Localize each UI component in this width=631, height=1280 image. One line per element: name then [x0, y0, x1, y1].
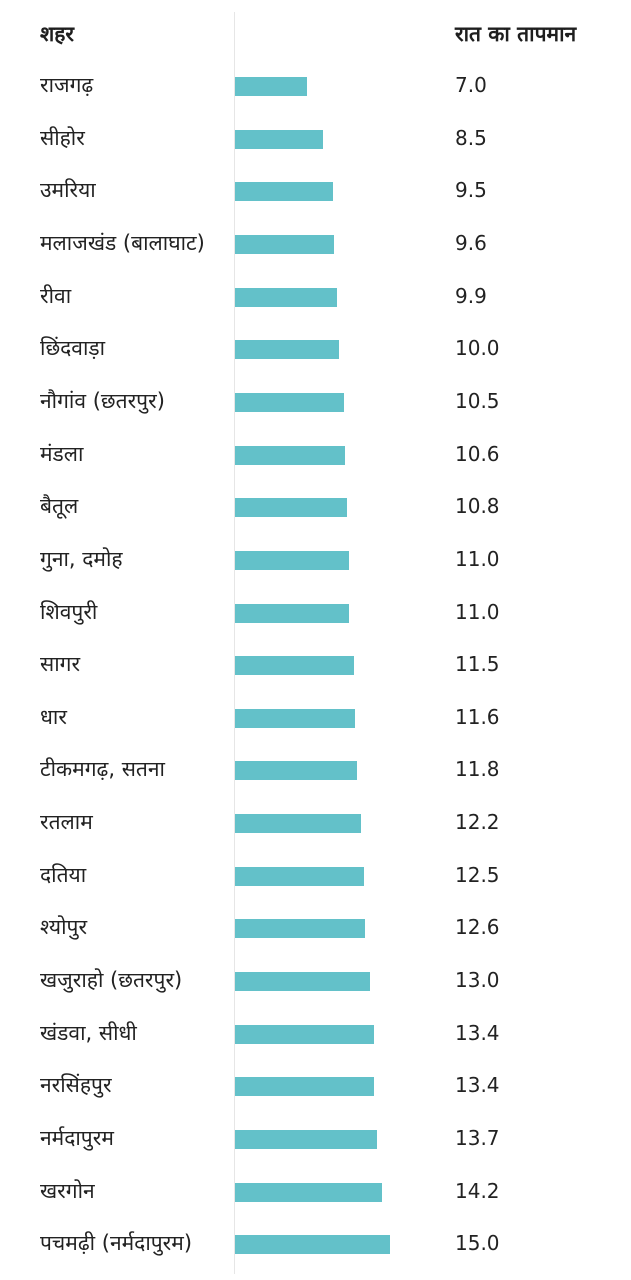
city-label: नौगांव (छतरपुर)	[40, 388, 165, 413]
temperature-value-label: 10.0	[455, 336, 500, 361]
city-label: सीहोर	[40, 125, 85, 150]
temperature-value-label: 11.0	[455, 546, 500, 571]
city-label: मंडला	[40, 441, 84, 466]
temperature-value-label: 12.2	[455, 810, 500, 835]
bar-row: नर्मदापुरम 13.7	[0, 1113, 631, 1165]
temperature-value-label: 8.5	[455, 125, 487, 150]
bar-row: रीवा 9.9	[0, 271, 631, 323]
temperature-bar	[235, 603, 349, 623]
city-label: खजुराहो (छतरपुर)	[40, 968, 183, 993]
column-divider	[234, 12, 235, 1274]
city-label: गुना, दमोह	[40, 546, 123, 571]
temperature-bar	[235, 919, 365, 939]
city-column-header: शहर	[40, 22, 75, 46]
bar-row: खजुराहो (छतरपुर) 13.0	[0, 955, 631, 1007]
temperature-bar	[235, 77, 307, 96]
city-label: पचमढ़ी (नर्मदापुरम)	[40, 1231, 193, 1256]
city-label: राजगढ़	[40, 73, 94, 97]
bar-row: पचमढ़ी (नर्मदापुरम) 15.0	[0, 1218, 631, 1270]
bar-row: खंडवा, सीधी 13.4	[0, 1008, 631, 1060]
city-label: उमरिया	[40, 178, 96, 203]
temperature-value-label: 9.5	[455, 178, 487, 203]
temperature-bar	[235, 182, 333, 202]
bar-row: श्योपुर 12.6	[0, 902, 631, 954]
temperature-value-label: 12.6	[455, 915, 500, 940]
city-label: बैतूल	[40, 494, 79, 519]
temperature-bar	[235, 550, 349, 570]
temperature-bar	[235, 498, 347, 518]
temperature-bar	[235, 234, 334, 254]
bar-row: गुना, दमोह 11.0	[0, 534, 631, 586]
temperature-value-label: 11.6	[455, 704, 500, 729]
city-label: रतलाम	[40, 810, 93, 835]
city-label: खंडवा, सीधी	[40, 1020, 137, 1045]
temperature-value-label: 10.6	[455, 441, 500, 466]
temperature-value-label: 11.5	[455, 652, 500, 677]
temperature-column-header: रात का तापमान	[455, 22, 577, 46]
bar-row: धार 11.6	[0, 692, 631, 744]
temperature-bar	[235, 129, 323, 149]
bar-row: राजगढ़ 7.0	[0, 60, 631, 112]
city-label: टीकमगढ़, सतना	[40, 757, 165, 782]
temperature-value-label: 9.6	[455, 230, 487, 255]
bar-row: नरसिंहपुर 13.4	[0, 1060, 631, 1112]
temperature-value-label: 7.0	[455, 73, 487, 97]
temperature-value-label: 15.0	[455, 1231, 500, 1256]
temperature-value-label: 13.7	[455, 1126, 500, 1150]
temperature-bar	[235, 1024, 374, 1044]
bar-row: रतलाम 12.2	[0, 797, 631, 849]
temperature-value-label: 13.0	[455, 968, 500, 993]
temperature-bar	[235, 1182, 382, 1202]
city-label: सागर	[40, 652, 81, 677]
city-label: श्योपुर	[40, 915, 88, 940]
temperature-bar	[235, 1077, 374, 1097]
temperature-value-label: 10.5	[455, 388, 500, 413]
temperature-bar	[235, 866, 364, 886]
bar-row: मंडला 10.6	[0, 429, 631, 481]
bar-row: सागर 11.5	[0, 639, 631, 691]
temperature-bar	[235, 972, 370, 992]
city-label: खरगोन	[40, 1178, 95, 1203]
temperature-bar	[235, 814, 361, 834]
temperature-bar	[235, 708, 355, 728]
temperature-value-label: 9.9	[455, 283, 487, 308]
bar-row: नौगांव (छतरपुर) 10.5	[0, 376, 631, 428]
temperature-value-label: 14.2	[455, 1178, 500, 1203]
bar-row: टीकमगढ़, सतना 11.8	[0, 744, 631, 796]
temperature-value-label: 11.0	[455, 599, 500, 624]
bar-row: छिंदवाड़ा 10.0	[0, 323, 631, 375]
city-label: रीवा	[40, 283, 72, 308]
bar-row: उमरिया 9.5	[0, 165, 631, 217]
city-label: शिवपुरी	[40, 599, 98, 624]
city-label: छिंदवाड़ा	[40, 336, 106, 361]
city-label: दतिया	[40, 862, 87, 887]
city-label: नरसिंहपुर	[40, 1073, 112, 1098]
city-label: धार	[40, 704, 67, 729]
temperature-value-label: 10.8	[455, 494, 500, 519]
temperature-value-label: 13.4	[455, 1073, 500, 1098]
bar-row: मलाजखंड (बालाघाट) 9.6	[0, 218, 631, 270]
temperature-bar	[235, 761, 357, 781]
temperature-bar	[235, 392, 344, 412]
city-label: मलाजखंड (बालाघाट)	[40, 230, 205, 255]
temperature-value-label: 12.5	[455, 862, 500, 887]
bar-row: बैतूल 10.8	[0, 481, 631, 533]
temperature-bar	[235, 656, 354, 676]
temperature-value-label: 13.4	[455, 1020, 500, 1045]
temperature-bar	[235, 445, 345, 465]
temperature-bar	[235, 287, 337, 307]
bar-row: खरगोन 14.2	[0, 1166, 631, 1218]
bar-row: दतिया 12.5	[0, 850, 631, 902]
temperature-value-label: 11.8	[455, 757, 500, 782]
temperature-bar	[235, 1130, 377, 1149]
temperature-bar	[235, 340, 339, 360]
temperature-bar	[235, 1235, 390, 1255]
city-label: नर्मदापुरम	[40, 1126, 114, 1150]
bar-row: सीहोर 8.5	[0, 113, 631, 165]
bar-row: शिवपुरी 11.0	[0, 587, 631, 639]
